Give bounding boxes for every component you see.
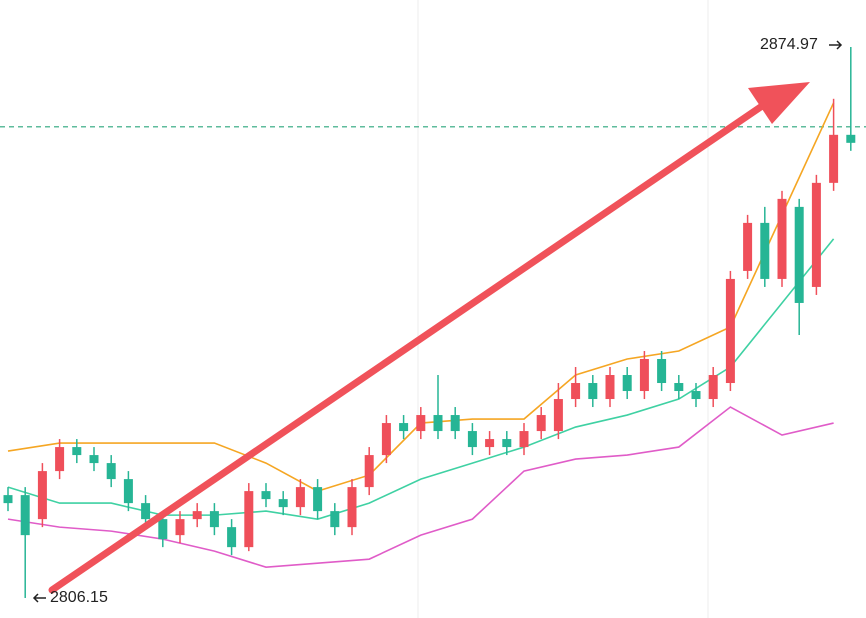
candle-body: [639, 358, 649, 392]
high-label: 2874.97: [760, 36, 818, 53]
candle-body: [811, 182, 821, 287]
candle-body: [3, 495, 13, 504]
low-label: 2806.15: [50, 589, 108, 606]
high-arrow: [829, 40, 843, 50]
candle-body: [399, 423, 409, 432]
candle-body: [777, 198, 787, 279]
candle-body: [175, 519, 185, 536]
candle-body: [72, 447, 82, 456]
candle-body: [55, 447, 65, 472]
candle-body: [295, 487, 305, 508]
candle-body: [123, 479, 133, 504]
indicator-line: [7, 406, 834, 568]
candle-body: [691, 391, 701, 400]
candle-body: [467, 431, 477, 448]
candle-body: [794, 206, 804, 303]
candle-body: [846, 134, 856, 143]
candle-body: [450, 415, 460, 432]
candle-body: [588, 383, 598, 400]
candle-body: [553, 399, 563, 432]
candle-body: [571, 383, 581, 400]
candle-body: [192, 511, 202, 520]
candle-body: [330, 511, 340, 528]
candle-body: [209, 511, 219, 528]
candle-body: [89, 455, 99, 464]
candle-body: [278, 499, 288, 508]
low-arrow: [32, 593, 46, 603]
candle-body: [536, 415, 546, 432]
candle-body: [674, 383, 684, 392]
candle-body: [37, 471, 47, 520]
candle-body: [158, 519, 168, 540]
candle-body: [829, 134, 839, 183]
candle-body: [261, 491, 271, 500]
candle-body: [381, 423, 391, 456]
candle-body: [20, 495, 30, 536]
candle-body: [657, 358, 667, 384]
candle-body: [313, 487, 323, 512]
candle-body: [416, 415, 426, 432]
candle-body: [227, 527, 237, 548]
candle-body: [605, 375, 615, 400]
candle-body: [347, 487, 357, 528]
candle-body: [725, 278, 735, 384]
candle-body: [485, 439, 495, 448]
candle-body: [141, 503, 151, 520]
candle-body: [364, 455, 374, 488]
candle-body: [433, 415, 443, 432]
candle-body: [708, 375, 718, 400]
candle-body: [760, 222, 770, 279]
candle-body: [244, 491, 254, 548]
candle-body: [622, 375, 632, 392]
candle-body: [502, 439, 512, 448]
candle-body: [106, 463, 116, 480]
candle-body: [519, 431, 529, 448]
plot: [0, 46, 866, 598]
candle-body: [743, 222, 753, 271]
trend-arrow: [48, 82, 810, 594]
